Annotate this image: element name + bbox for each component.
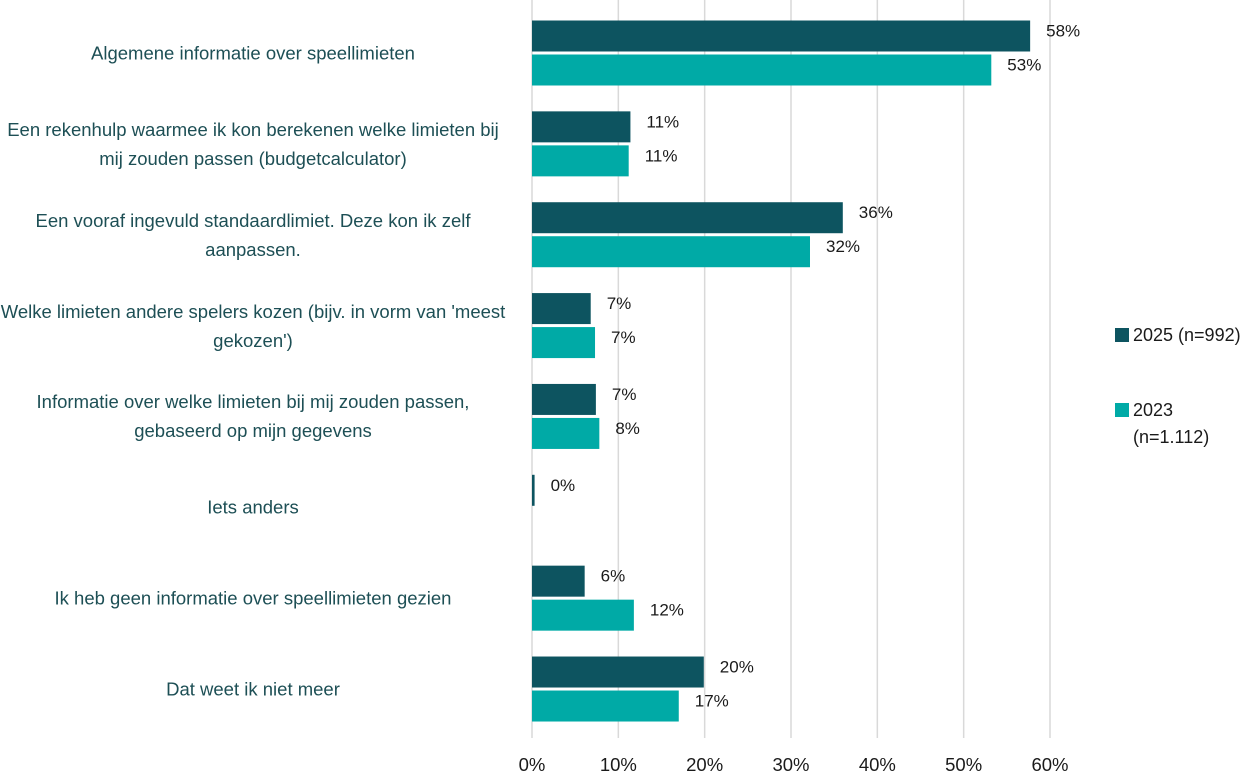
legend-label: 2025 (n=992) (1133, 325, 1241, 345)
category-label: Ik heb geen informatie over speellimiete… (54, 587, 452, 609)
bar (532, 565, 585, 597)
x-tick-label: 40% (859, 754, 896, 775)
value-label: 32% (826, 237, 860, 256)
bar (532, 20, 1031, 52)
bar (532, 599, 634, 631)
value-label: 0% (551, 476, 576, 495)
value-label: 12% (650, 601, 684, 620)
category-label: Iets anders (207, 496, 299, 518)
bar (532, 145, 629, 177)
value-label: 58% (1046, 21, 1080, 40)
value-label: 20% (720, 658, 754, 677)
category-label: Informatie over welke limieten bij mij z… (36, 391, 470, 442)
legend-label: 2023 (n=1.112) (1133, 400, 1210, 447)
legend-swatch (1115, 328, 1129, 342)
value-label: 11% (646, 112, 679, 131)
category-label: Een rekenhulp waarmee ik kon berekenen w… (7, 118, 499, 169)
bar (532, 690, 679, 722)
bar (532, 656, 704, 688)
value-label: 7% (607, 294, 632, 313)
x-tick-label: 60% (1031, 754, 1068, 775)
bar (532, 417, 600, 449)
x-tick-label: 20% (686, 754, 723, 775)
bar (532, 54, 992, 86)
bar (532, 293, 591, 325)
bar (532, 111, 631, 143)
value-label: 7% (611, 328, 636, 347)
value-label: 7% (612, 385, 637, 404)
category-label: Een vooraf ingevuld standaardlimiet. Dez… (35, 209, 471, 260)
bar (532, 236, 810, 268)
bar (532, 202, 843, 234)
bar (532, 383, 596, 415)
x-tick-label: 50% (945, 754, 982, 775)
x-tick-label: 30% (772, 754, 809, 775)
category-label: Welke limieten andere spelers kozen (bij… (0, 300, 506, 351)
value-label: 17% (695, 692, 729, 711)
value-label: 11% (645, 146, 678, 165)
value-label: 36% (859, 203, 893, 222)
category-label: Algemene informatie over speellimieten (91, 42, 415, 64)
x-tick-label: 10% (600, 754, 637, 775)
legend-swatch (1115, 403, 1129, 417)
value-label: 53% (1007, 55, 1041, 74)
value-label: 8% (615, 419, 640, 438)
bar (532, 474, 535, 506)
x-tick-label: 0% (519, 754, 546, 775)
category-label: Dat weet ik niet meer (166, 678, 340, 700)
value-label: 6% (601, 567, 626, 586)
bar (532, 327, 596, 359)
